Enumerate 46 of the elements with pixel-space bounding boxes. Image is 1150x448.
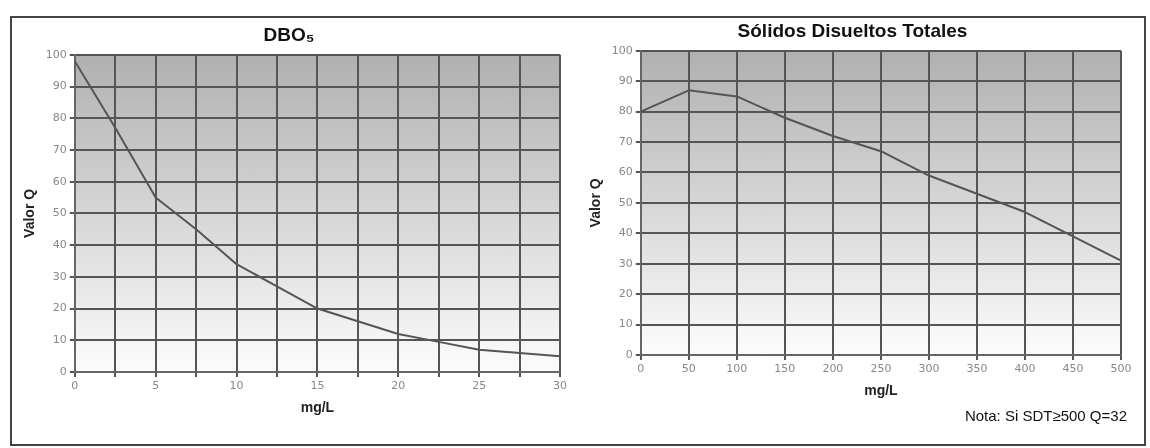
y-tick-label: 50: [52, 206, 67, 220]
x-tick-label: 15: [310, 379, 325, 393]
x-tick-label: 150: [774, 362, 796, 376]
y-tick-label: 40: [52, 237, 67, 251]
chart-title: DBO₅: [263, 23, 315, 45]
y-axis-title: Valor Q: [587, 178, 604, 228]
y-tick-label: 60: [52, 174, 67, 188]
x-tick-label: 100: [726, 362, 748, 376]
y-tick-label: 80: [618, 104, 633, 118]
y-tick-label: 90: [52, 79, 67, 93]
y-tick-label: 70: [618, 134, 633, 148]
y-axis-title: Valor Q: [21, 188, 38, 238]
y-tick-label: 80: [52, 111, 67, 125]
y-tick-label: 60: [618, 165, 633, 179]
x-tick-label: 400: [1014, 362, 1036, 376]
x-tick-label: 25: [472, 379, 487, 393]
x-tick-label: 30: [553, 379, 567, 393]
y-tick-label: 100: [45, 47, 67, 61]
x-tick-label: 500: [1110, 362, 1132, 376]
y-tick-label: 100: [611, 43, 633, 57]
x-tick-label: 250: [870, 362, 892, 376]
y-tick-label: 70: [52, 142, 67, 156]
x-tick-label: 20: [391, 379, 406, 393]
x-tick-label: 200: [822, 362, 844, 376]
x-axis-title: mg/L: [864, 382, 899, 399]
y-tick-label: 30: [618, 256, 633, 270]
x-tick-label: 450: [1062, 362, 1084, 376]
y-tick-label: 10: [618, 317, 633, 331]
y-tick-label: 0: [625, 347, 633, 361]
x-tick-label: 0: [637, 362, 645, 376]
x-tick-label: 10: [229, 379, 244, 393]
x-tick-label: 0: [71, 379, 79, 393]
y-tick-label: 30: [52, 269, 67, 283]
y-tick-label: 40: [618, 226, 633, 240]
x-tick-label: 5: [152, 379, 160, 393]
x-axis-title: mg/L: [300, 399, 335, 416]
y-tick-label: 10: [52, 333, 67, 347]
y-tick-label: 20: [52, 301, 67, 315]
chart-title: Sólidos Disueltos Totales: [737, 19, 968, 41]
y-tick-label: 20: [618, 287, 633, 301]
x-tick-label: 300: [918, 362, 940, 376]
x-tick-label: 350: [966, 362, 988, 376]
x-tick-label: 50: [681, 362, 696, 376]
y-tick-label: 90: [618, 74, 633, 88]
text: Nota: Si SDT≥500 Q=32: [964, 407, 1127, 424]
y-tick-label: 50: [618, 195, 633, 209]
